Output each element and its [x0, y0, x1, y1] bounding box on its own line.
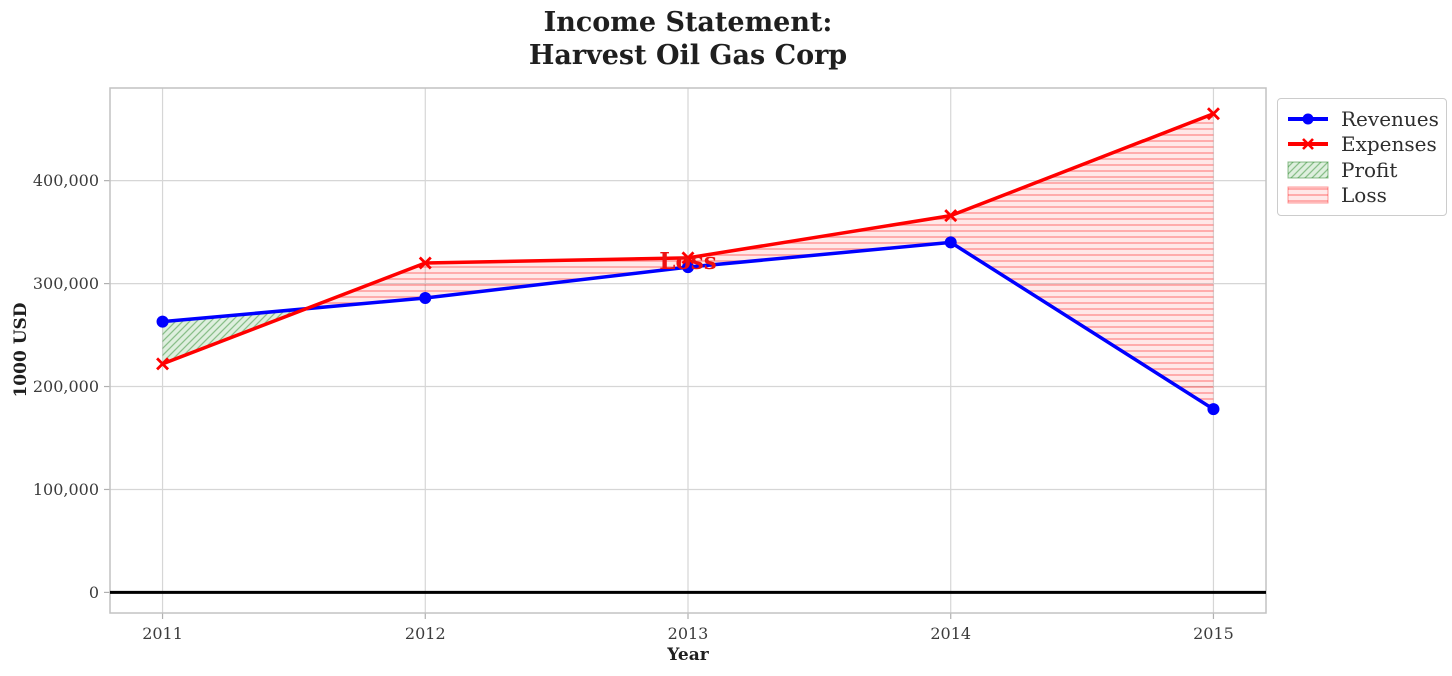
- svg-text:400,000: 400,000: [33, 171, 99, 190]
- profit-patch-swatch: [1287, 161, 1329, 179]
- revenues-line-swatch: [1288, 113, 1328, 125]
- svg-text:100,000: 100,000: [33, 480, 99, 499]
- legend-item-expenses: Expenses: [1287, 132, 1437, 158]
- svg-text:2015: 2015: [1193, 624, 1234, 643]
- svg-text:2013: 2013: [668, 624, 709, 643]
- legend: Revenues Expenses Profit Loss: [1277, 98, 1447, 216]
- plot-border: [109, 87, 1267, 614]
- svg-text:0: 0: [89, 583, 99, 602]
- legend-label: Loss: [1341, 183, 1387, 208]
- expenses-markers: [156, 107, 1220, 371]
- circle-marker-icon: [1302, 113, 1314, 125]
- svg-text:2011: 2011: [142, 624, 183, 643]
- svg-text:2012: 2012: [405, 624, 446, 643]
- x-marker-icon: [1302, 138, 1314, 151]
- legend-label: Revenues: [1341, 106, 1439, 131]
- legend-item-loss: Loss: [1287, 183, 1437, 209]
- axis-ticks: [104, 180, 1215, 619]
- loss-annotation: Loss: [659, 248, 716, 275]
- chart-title-line1: Income Statement:: [543, 7, 833, 38]
- chart-title: Income Statement: Harvest Oil Gas Corp: [529, 7, 847, 73]
- x-axis-label: Year: [667, 645, 709, 665]
- revenues-markers: [156, 236, 1220, 416]
- svg-text:200,000: 200,000: [33, 377, 99, 396]
- svg-text:300,000: 300,000: [33, 274, 99, 293]
- legend-item-profit: Profit: [1287, 157, 1437, 183]
- loss-patch-swatch: [1287, 186, 1329, 204]
- expenses-line-swatch: [1288, 138, 1328, 151]
- y-axis-label: 1000 USD: [11, 302, 31, 398]
- legend-item-revenues: Revenues: [1287, 106, 1439, 132]
- svg-text:2014: 2014: [930, 624, 971, 643]
- legend-label: Expenses: [1341, 132, 1437, 157]
- y-tick-labels: 0 100,000 200,000 300,000 400,000: [33, 171, 99, 602]
- chart-title-line2: Harvest Oil Gas Corp: [528, 39, 848, 71]
- x-tick-labels: 2011 2012 2013 2014 2015: [142, 624, 1234, 643]
- legend-label: Profit: [1341, 157, 1398, 182]
